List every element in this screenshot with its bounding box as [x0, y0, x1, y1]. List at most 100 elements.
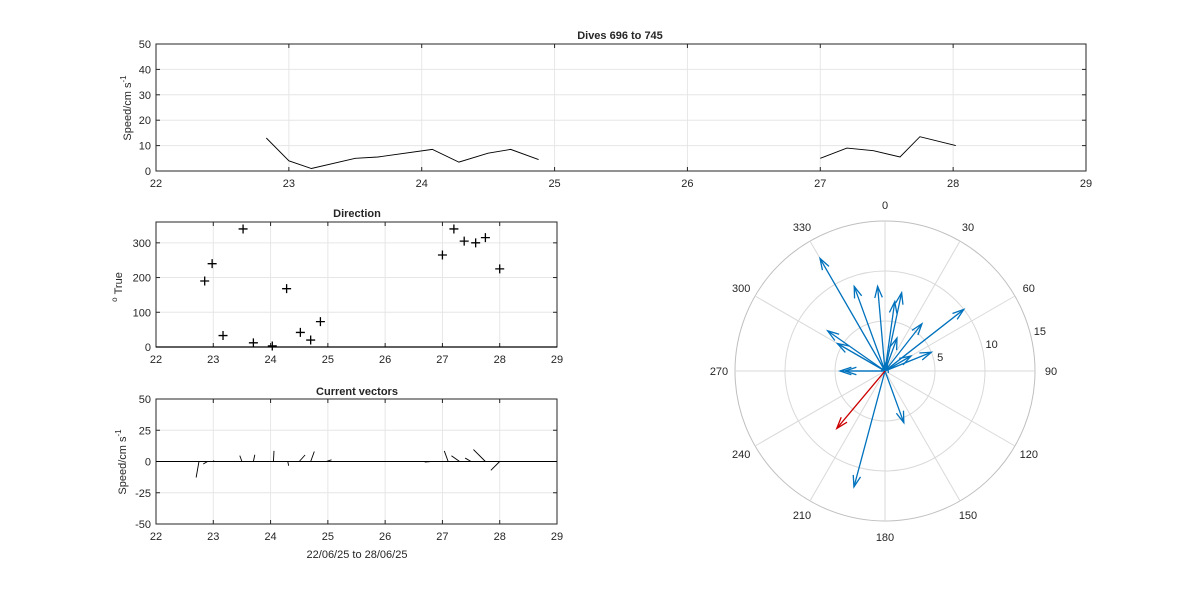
current-vector-stick — [212, 460, 215, 462]
y-tick-label: -25 — [135, 488, 151, 500]
direction-point — [238, 224, 248, 234]
direction-point — [282, 284, 292, 294]
y-tick-label: 300 — [133, 238, 151, 250]
speed-chart-marks — [265, 136, 956, 169]
polar-vector-arrow — [884, 299, 898, 372]
polar-angle-label: 270 — [710, 366, 728, 378]
polar-spoke — [884, 370, 961, 502]
polar-spoke — [754, 370, 886, 447]
current-vector-stick — [310, 451, 315, 462]
polar-angle-label: 0 — [882, 200, 888, 212]
y-tick-label: 0 — [145, 457, 151, 469]
x-tick-label: 27 — [436, 531, 448, 543]
x-tick-label: 22 — [150, 531, 162, 543]
speed-chart-frame — [155, 43, 1087, 172]
x-tick-label: 26 — [379, 354, 391, 366]
direction-chart: Direction 22 23 24 25 26 27 28 29 0 100 200 300 o Tr… — [110, 208, 563, 366]
y-tick-label: 200 — [133, 273, 151, 285]
x-tick-label: 22 — [150, 178, 162, 190]
x-tick-label: 24 — [264, 531, 276, 543]
current-vector-stick — [203, 461, 208, 465]
current-vector-stick — [443, 450, 449, 462]
direction-chart-grid — [155, 222, 558, 348]
y-tick-label: -50 — [135, 519, 151, 531]
polar-angle-label: 30 — [962, 222, 974, 234]
speed-chart-ylabel-sup: -1 — [119, 75, 128, 83]
direction-chart-frame — [155, 221, 558, 348]
direction-point — [449, 224, 459, 234]
polar-vector-arrow — [874, 284, 886, 372]
polar-vector-arrow — [884, 290, 904, 372]
y-tick-label: 0 — [145, 166, 151, 178]
polar-angle-label: 210 — [793, 510, 811, 522]
x-tick-label: 26 — [379, 531, 391, 543]
current-vector-stick — [195, 461, 200, 478]
polar-angle-label: 300 — [732, 283, 750, 295]
current-vectors-ticks: 22 23 24 25 26 27 28 29 -50 -25 0 25 50 — [135, 394, 563, 543]
polar-vector-arrow — [835, 342, 886, 372]
polar-angle-label: 240 — [732, 449, 750, 461]
y-tick-label: 25 — [139, 425, 151, 437]
direction-point — [295, 327, 305, 337]
polar-vector-arrow — [818, 256, 886, 372]
polar-mean-arrow — [835, 370, 886, 431]
y-tick-label: 40 — [139, 64, 151, 76]
polar-spoke — [884, 240, 961, 372]
speed-chart-title: Dives 696 to 745 — [577, 30, 663, 42]
direction-chart-ylabel-prefix: o — [110, 297, 119, 302]
y-tick-label: 10 — [139, 141, 151, 153]
speed-chart-ylabel-text: Speed/cm s — [122, 82, 134, 141]
polar-chart-marks — [818, 256, 966, 489]
x-tick-label: 28 — [494, 354, 506, 366]
x-tick-label: 23 — [283, 178, 295, 190]
direction-point — [267, 341, 277, 351]
current-vector-stick — [464, 457, 472, 462]
polar-vector-arrow — [884, 308, 966, 372]
current-vector-stick — [490, 461, 501, 471]
current-vector-stick — [424, 461, 432, 463]
current-vector-stick — [298, 454, 306, 462]
direction-chart-ticks: 22 23 24 25 26 27 28 29 0 100 200 300 — [133, 222, 563, 366]
current-vector-stick — [326, 459, 332, 462]
polar-vector-arrow — [853, 284, 886, 372]
current-vector-stick — [272, 450, 275, 462]
x-tick-label: 25 — [322, 531, 334, 543]
x-tick-label: 22 — [150, 354, 162, 366]
x-tick-label: 29 — [551, 354, 563, 366]
y-tick-label: 0 — [145, 342, 151, 354]
direction-point — [200, 276, 210, 286]
direction-point — [495, 264, 505, 274]
polar-vector-arrow — [852, 370, 886, 489]
direction-point — [459, 236, 469, 246]
polar-spoke — [809, 370, 886, 502]
polar-vector-arrow — [837, 366, 885, 376]
polar-angle-label: 180 — [876, 532, 894, 544]
polar-radius-label: 10 — [985, 339, 997, 351]
x-tick-label: 28 — [494, 531, 506, 543]
current-vector-stick — [252, 454, 256, 462]
speed-chart-grid — [155, 43, 1087, 172]
current-vector-stick — [473, 449, 486, 462]
current-vectors-chart: Current vectors 22 23 24 25 26 27 28 29-50-2502… — [114, 386, 563, 561]
direction-chart-title: Direction — [333, 208, 381, 220]
direction-point — [248, 338, 258, 348]
polar-vector-arrow — [884, 354, 913, 372]
speed-chart: Dives 696 to 745 22 23 24 25 26 27 28 29 0 10 20 30… — [119, 30, 1092, 190]
polar-vector-arrow — [880, 359, 890, 374]
polar-spoke — [884, 370, 1016, 447]
y-tick-label: 30 — [139, 90, 151, 102]
polar-vector-arrow — [884, 351, 934, 372]
direction-point — [218, 331, 228, 341]
x-tick-label: 28 — [947, 178, 959, 190]
x-tick-label: 29 — [551, 531, 563, 543]
direction-point — [480, 233, 490, 243]
y-tick-label: 20 — [139, 115, 151, 127]
x-tick-label: 27 — [814, 178, 826, 190]
x-tick-label: 24 — [264, 354, 276, 366]
polar-vector-arrow — [884, 322, 924, 372]
polar-radius-label: 5 — [937, 352, 943, 364]
polar-radius-label: 15 — [1034, 326, 1046, 338]
